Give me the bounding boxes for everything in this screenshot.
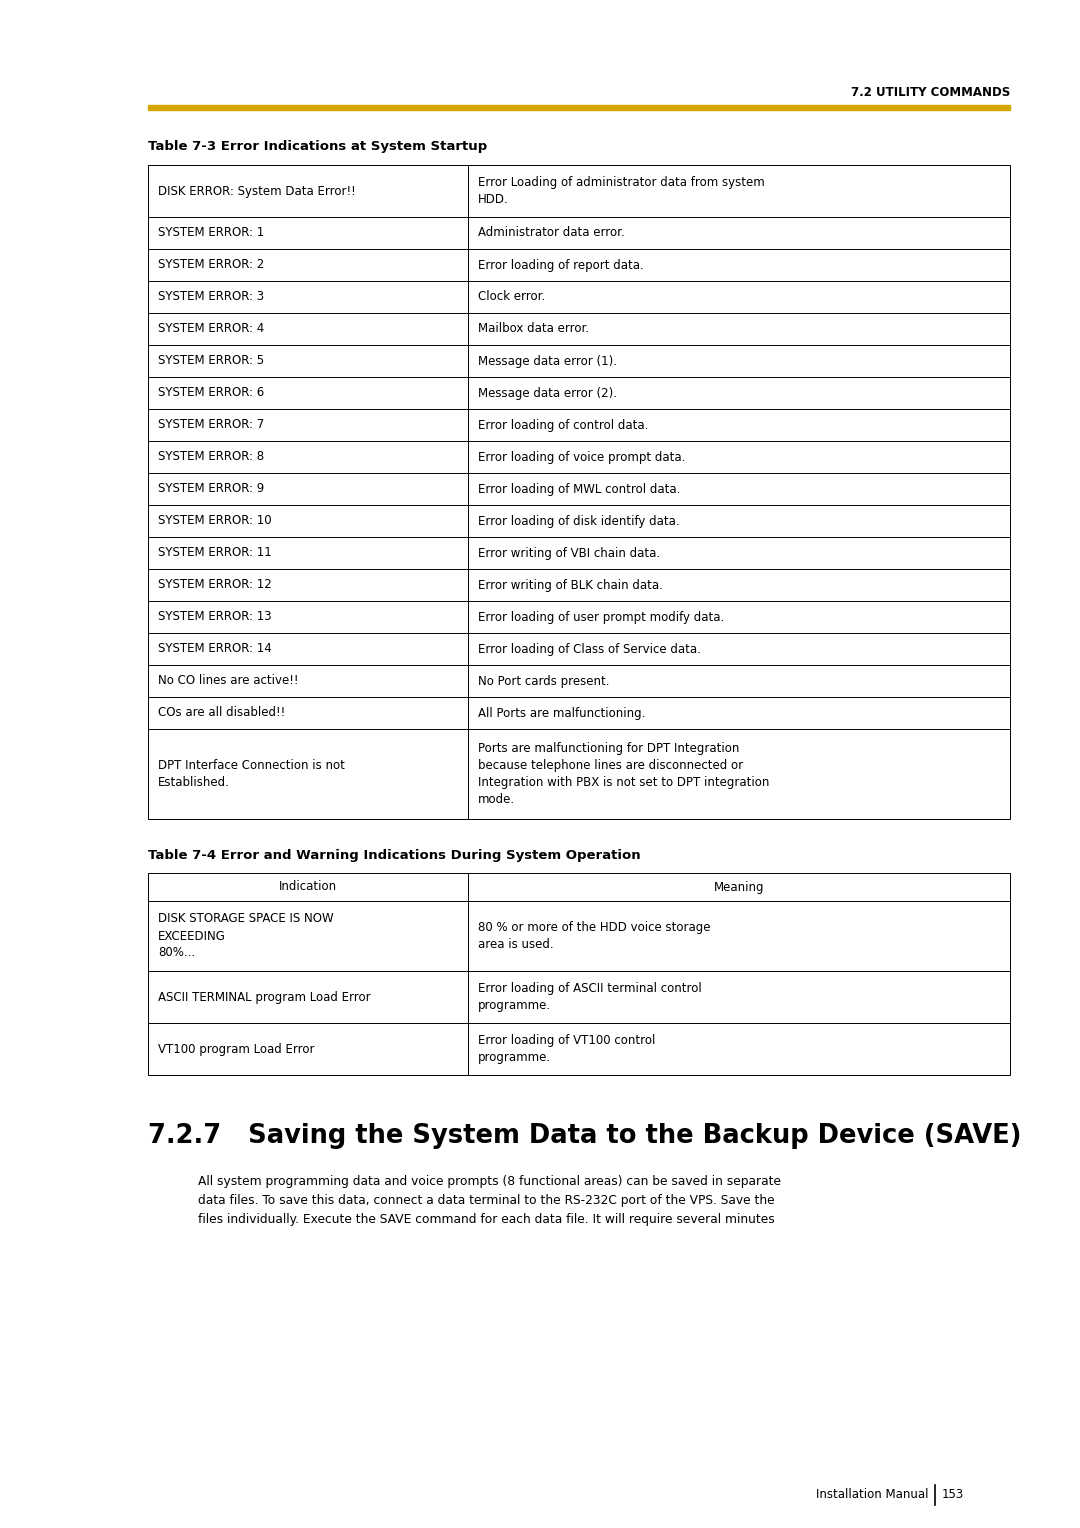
Text: Meaning: Meaning [714,880,765,894]
Text: SYSTEM ERROR: 11: SYSTEM ERROR: 11 [158,547,272,559]
Text: Error loading of VT100 control
programme.: Error loading of VT100 control programme… [478,1034,656,1063]
Text: SYSTEM ERROR: 8: SYSTEM ERROR: 8 [158,451,265,463]
Text: Ports are malfunctioning for DPT Integration
because telephone lines are disconn: Ports are malfunctioning for DPT Integra… [478,743,769,805]
Text: Installation Manual: Installation Manual [815,1488,928,1502]
Text: SYSTEM ERROR: 7: SYSTEM ERROR: 7 [158,419,265,431]
Text: SYSTEM ERROR: 3: SYSTEM ERROR: 3 [158,290,265,304]
Text: All system programming data and voice prompts (8 functional areas) can be saved : All system programming data and voice pr… [198,1175,781,1225]
Text: 153: 153 [942,1488,964,1502]
Text: Clock error.: Clock error. [478,290,545,304]
Text: All Ports are malfunctioning.: All Ports are malfunctioning. [478,706,646,720]
Text: SYSTEM ERROR: 2: SYSTEM ERROR: 2 [158,258,265,272]
Text: DISK ERROR: System Data Error!!: DISK ERROR: System Data Error!! [158,185,355,197]
Text: SYSTEM ERROR: 12: SYSTEM ERROR: 12 [158,579,272,591]
Text: Error loading of Class of Service data.: Error loading of Class of Service data. [478,642,701,656]
Text: Error writing of VBI chain data.: Error writing of VBI chain data. [478,547,660,559]
Text: SYSTEM ERROR: 6: SYSTEM ERROR: 6 [158,387,265,399]
Text: 7.2 UTILITY COMMANDS: 7.2 UTILITY COMMANDS [851,86,1010,98]
Text: SYSTEM ERROR: 14: SYSTEM ERROR: 14 [158,642,272,656]
Text: Mailbox data error.: Mailbox data error. [478,322,589,336]
Bar [148,872,1010,1076]
Text: VT100 program Load Error: VT100 program Load Error [158,1042,314,1056]
Text: Message data error (1).: Message data error (1). [478,354,617,368]
Text: SYSTEM ERROR: 1: SYSTEM ERROR: 1 [158,226,265,240]
Text: Error loading of voice prompt data.: Error loading of voice prompt data. [478,451,686,463]
Text: 7.2.7   Saving the System Data to the Backup Device (SAVE): 7.2.7 Saving the System Data to the Back… [148,1123,1022,1149]
Text: SYSTEM ERROR: 9: SYSTEM ERROR: 9 [158,483,265,495]
Text: Error loading of MWL control data.: Error loading of MWL control data. [478,483,680,495]
Text: Error loading of report data.: Error loading of report data. [478,258,644,272]
Text: No CO lines are active!!: No CO lines are active!! [158,674,298,688]
Text: DPT Interface Connection is not
Established.: DPT Interface Connection is not Establis… [158,759,345,788]
Text: Administrator data error.: Administrator data error. [478,226,624,240]
Text: SYSTEM ERROR: 10: SYSTEM ERROR: 10 [158,515,272,527]
Text: Table 7-4 Error and Warning Indications During System Operation: Table 7-4 Error and Warning Indications … [148,850,640,862]
Text: No Port cards present.: No Port cards present. [478,674,609,688]
Text: Error loading of user prompt modify data.: Error loading of user prompt modify data… [478,611,725,623]
Bar [148,165,1010,819]
Text: Table 7-3 Error Indications at System Startup: Table 7-3 Error Indications at System St… [148,141,487,153]
Text: Error loading of control data.: Error loading of control data. [478,419,648,431]
Text: Error writing of BLK chain data.: Error writing of BLK chain data. [478,579,663,591]
Text: Error loading of disk identify data.: Error loading of disk identify data. [478,515,679,527]
Text: COs are all disabled!!: COs are all disabled!! [158,706,285,720]
Text: 80 % or more of the HDD voice storage
area is used.: 80 % or more of the HDD voice storage ar… [478,921,711,950]
Text: SYSTEM ERROR: 4: SYSTEM ERROR: 4 [158,322,265,336]
Text: Indication: Indication [279,880,337,894]
Text: Message data error (2).: Message data error (2). [478,387,617,399]
Text: SYSTEM ERROR: 5: SYSTEM ERROR: 5 [158,354,265,368]
Text: SYSTEM ERROR: 13: SYSTEM ERROR: 13 [158,611,272,623]
Text: Error loading of ASCII terminal control
programme.: Error loading of ASCII terminal control … [478,983,702,1012]
Text: DISK STORAGE SPACE IS NOW
EXCEEDING
80%...: DISK STORAGE SPACE IS NOW EXCEEDING 80%.… [158,912,334,960]
Text: Error Loading of administrator data from system
HDD.: Error Loading of administrator data from… [478,176,765,206]
Text: ASCII TERMINAL program Load Error: ASCII TERMINAL program Load Error [158,990,370,1004]
Bar [148,105,1010,110]
